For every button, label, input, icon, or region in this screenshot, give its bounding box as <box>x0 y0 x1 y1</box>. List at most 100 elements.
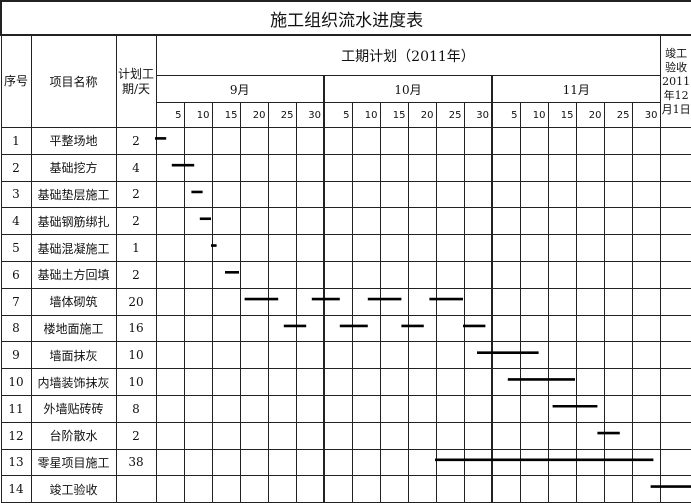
grid-cell <box>351 448 381 477</box>
task-duration: 2 <box>115 207 157 236</box>
grid-cell <box>603 341 633 370</box>
grid-cell <box>603 260 633 289</box>
task-name: 基础挖方 <box>30 153 117 182</box>
grid-cell <box>407 260 437 289</box>
grid-cell <box>435 207 465 236</box>
grid-cell <box>659 314 691 343</box>
task-seq: 13 <box>0 448 32 477</box>
grid-cell <box>407 180 437 209</box>
grid-cell <box>323 234 353 262</box>
grid-cell <box>463 421 493 450</box>
task-seq: 2 <box>0 153 32 182</box>
grid-cell <box>183 394 213 423</box>
task-duration: 10 <box>115 341 157 370</box>
grid-cell <box>183 448 213 477</box>
day-tick: 10 <box>183 102 213 128</box>
grid-cell <box>239 341 269 370</box>
task-seq: 1 <box>0 127 32 155</box>
grid-cell <box>239 287 269 316</box>
day-tick: 15 <box>547 102 577 128</box>
grid-cell <box>659 421 691 450</box>
task-duration: 38 <box>115 448 157 477</box>
task-seq: 7 <box>0 287 32 316</box>
task-name: 竣工验收 <box>30 475 117 503</box>
grid-cell <box>295 475 325 503</box>
grid-cell <box>463 234 493 262</box>
grid-cell <box>295 448 325 477</box>
task-name: 基础钢筋绑扎 <box>30 207 117 236</box>
grid-cell <box>379 260 409 289</box>
task-duration: 4 <box>115 153 157 182</box>
page-title: 施工组织流水进度表 <box>0 0 691 36</box>
task-name: 台阶散水 <box>30 421 117 450</box>
grid-cell <box>295 368 325 396</box>
grid-cell <box>659 260 691 289</box>
task-seq: 11 <box>0 394 32 423</box>
grid-cell <box>351 287 381 316</box>
grid-cell <box>575 153 605 182</box>
grid-cell <box>351 341 381 370</box>
grid-cell <box>323 127 353 155</box>
grid-cell <box>463 153 493 182</box>
grid-cell <box>463 314 493 343</box>
grid-cell <box>295 260 325 289</box>
grid-cell <box>603 207 633 236</box>
task-duration: 2 <box>115 260 157 289</box>
grid-cell <box>435 341 465 370</box>
grid-cell <box>239 368 269 396</box>
task-name: 平整场地 <box>30 127 117 155</box>
task-name: 墙体砌筑 <box>30 287 117 316</box>
grid-cell <box>463 448 493 477</box>
month-header: 10月 <box>323 75 493 103</box>
task-seq: 3 <box>0 180 32 209</box>
gantt-bars <box>155 137 691 488</box>
grid-cell <box>631 448 661 477</box>
task-duration: 2 <box>115 180 157 209</box>
month-header: 9月 <box>155 75 325 103</box>
task-duration: 16 <box>115 314 157 343</box>
grid-cell <box>267 180 297 209</box>
task-name: 内墙装饰抹灰 <box>30 368 117 396</box>
grid-cell <box>323 314 353 343</box>
grid-cell <box>211 287 241 316</box>
day-tick: 30 <box>463 102 493 128</box>
header-seq: 序号 <box>0 34 32 128</box>
header-name: 项目名称 <box>30 34 117 128</box>
grid-cell <box>463 127 493 155</box>
grid-cell <box>435 394 465 423</box>
grid-cell <box>463 475 493 503</box>
day-tick: 20 <box>407 102 437 128</box>
task-duration: 20 <box>115 287 157 316</box>
grid-cell <box>323 394 353 423</box>
day-tick: 25 <box>435 102 465 128</box>
grid-cell <box>155 260 185 289</box>
task-seq: 5 <box>0 234 32 262</box>
grid-cell <box>379 153 409 182</box>
task-row: 5 基础混凝施工 1 <box>0 234 691 262</box>
task-seq: 8 <box>0 314 32 343</box>
grid-cell <box>295 421 325 450</box>
grid-cell <box>659 127 691 155</box>
grid-cell <box>463 287 493 316</box>
grid-cell <box>295 394 325 423</box>
grid-cell <box>547 127 577 155</box>
day-tick: 10 <box>519 102 549 128</box>
task-duration <box>115 475 157 503</box>
grid-cell <box>463 207 493 236</box>
grid-cell <box>323 153 353 182</box>
task-row: 2 基础挖方 4 <box>0 153 691 182</box>
task-name: 外墙贴砖砖 <box>30 394 117 423</box>
day-tick: 5 <box>491 102 521 128</box>
day-tick: 30 <box>295 102 325 128</box>
grid-cell <box>463 260 493 289</box>
grid-cell <box>547 153 577 182</box>
task-seq: 12 <box>0 421 32 450</box>
task-seq: 6 <box>0 260 32 289</box>
grid-cell <box>295 127 325 155</box>
day-tick: 25 <box>603 102 633 128</box>
grid-cell <box>379 180 409 209</box>
grid-cell <box>603 368 633 396</box>
task-duration: 2 <box>115 421 157 450</box>
grid-cell <box>659 341 691 370</box>
